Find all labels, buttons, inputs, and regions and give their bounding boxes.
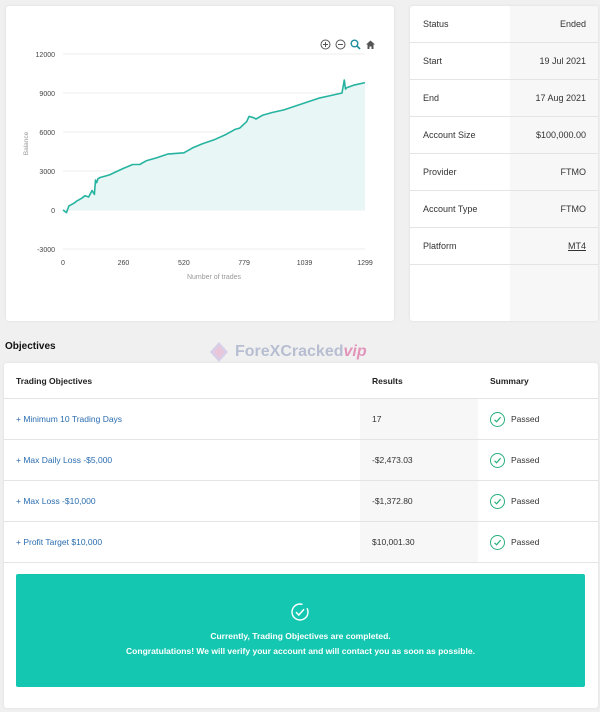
objective-link[interactable]: + Minimum 10 Trading Days (16, 414, 123, 424)
x-axis-label: Number of trades (187, 274, 242, 281)
info-row-end: End 17 Aug 2021 (410, 80, 598, 117)
zoom-in-icon[interactable] (319, 38, 331, 50)
x-tick-label: 260 (118, 260, 130, 267)
table-row: + Minimum 10 Trading Days 17 Passed (4, 399, 598, 440)
info-value: $100,000.00 (510, 117, 598, 153)
table-row: + Max Daily Loss -$5,000 -$2,473.03 Pass… (4, 440, 598, 481)
column-header-objectives: Trading Objectives (16, 376, 93, 386)
chart-toolbar (319, 38, 376, 50)
y-tick-label: 3000 (39, 169, 55, 176)
watermark-icon (210, 342, 228, 362)
completion-banner: Currently, Trading Objectives are comple… (16, 574, 585, 687)
info-value: FTMO (510, 154, 598, 190)
x-tick-label: 520 (178, 260, 190, 267)
balance-chart-card: 12000 9000 6000 3000 0 -3000 0 260 520 779 1039 129… (6, 6, 394, 321)
x-tick-label: 1299 (357, 260, 373, 267)
y-tick-label: 12000 (36, 52, 56, 59)
x-tick-label: 1039 (297, 260, 313, 267)
info-label: Account Type (423, 204, 478, 214)
info-label: Platform (423, 241, 457, 251)
info-label: Account Size (423, 130, 476, 140)
check-circle-icon (291, 603, 309, 621)
info-value: 17 Aug 2021 (510, 80, 598, 116)
y-tick-label: 6000 (39, 130, 55, 137)
result-cell: $10,001.30 (360, 522, 478, 562)
balance-area (63, 80, 365, 213)
y-tick-label: 0 (51, 208, 55, 215)
summary-label: Passed (511, 414, 540, 424)
info-label: Provider (423, 167, 457, 177)
objective-link[interactable]: + Profit Target $10,000 (16, 537, 103, 547)
check-circle-icon (490, 411, 505, 427)
objectives-table: Trading Objectives Results Summary + Min… (4, 363, 598, 708)
platform-link[interactable]: MT4 (510, 228, 598, 264)
summary-cell: Passed (490, 399, 539, 439)
info-row-provider: Provider FTMO (410, 154, 598, 191)
info-value: FTMO (510, 191, 598, 227)
info-label: Status (423, 19, 449, 29)
account-info-card: Status Ended Start 19 Jul 2021 End 17 Au… (410, 6, 598, 321)
summary-cell: Passed (490, 522, 539, 562)
result-cell: 17 (360, 399, 478, 439)
y-axis-label: Balance (23, 131, 30, 155)
info-label: End (423, 93, 440, 103)
table-header: Trading Objectives Results Summary (4, 363, 598, 399)
objective-link[interactable]: + Max Loss -$10,000 (16, 496, 96, 506)
objective-link[interactable]: + Max Daily Loss -$5,000 (16, 455, 113, 465)
x-tick-label: 0 (61, 260, 65, 267)
search-zoom-icon[interactable] (349, 38, 361, 50)
banner-submessage: Congratulations! We will verify your acc… (126, 646, 475, 656)
banner-message: Currently, Trading Objectives are comple… (210, 631, 391, 641)
info-row-platform: Platform MT4 (410, 228, 598, 265)
summary-label: Passed (511, 496, 540, 506)
objectives-heading: Objectives (5, 341, 56, 352)
column-header-results: Results (372, 376, 403, 386)
info-value: 19 Jul 2021 (510, 43, 598, 79)
info-row-start: Start 19 Jul 2021 (410, 43, 598, 80)
result-cell: -$2,473.03 (360, 440, 478, 480)
result-cell: -$1,372.80 (360, 481, 478, 521)
summary-label: Passed (511, 455, 540, 465)
summary-cell: Passed (490, 481, 539, 521)
check-circle-icon (490, 452, 505, 468)
check-circle-icon (490, 493, 505, 509)
info-value: Ended (510, 6, 598, 42)
y-tick-label: -3000 (37, 247, 55, 254)
info-label: Start (423, 56, 443, 66)
info-row-account-type: Account Type FTMO (410, 191, 598, 228)
watermark-text: ForeXCrackedvip (235, 343, 367, 360)
info-row-account-size: Account Size $100,000.00 (410, 117, 598, 154)
column-header-summary: Summary (490, 376, 529, 386)
summary-label: Passed (511, 537, 540, 547)
check-circle-icon (490, 534, 505, 550)
table-row: + Max Loss -$10,000 -$1,372.80 Passed (4, 481, 598, 522)
balance-chart: 12000 9000 6000 3000 0 -3000 0 260 520 779 1039 129… (23, 52, 373, 281)
x-tick-label: 779 (238, 260, 250, 267)
info-row-status: Status Ended (410, 6, 598, 43)
zoom-out-icon[interactable] (334, 38, 346, 50)
watermark-logo: ForeXCrackedvip (208, 341, 367, 363)
balance-line (62, 79, 366, 214)
home-icon[interactable] (364, 38, 376, 50)
info-filler (510, 265, 598, 321)
y-tick-label: 9000 (39, 91, 55, 98)
table-row: + Profit Target $10,000 $10,001.30 Passe… (4, 522, 598, 563)
summary-cell: Passed (490, 440, 539, 480)
